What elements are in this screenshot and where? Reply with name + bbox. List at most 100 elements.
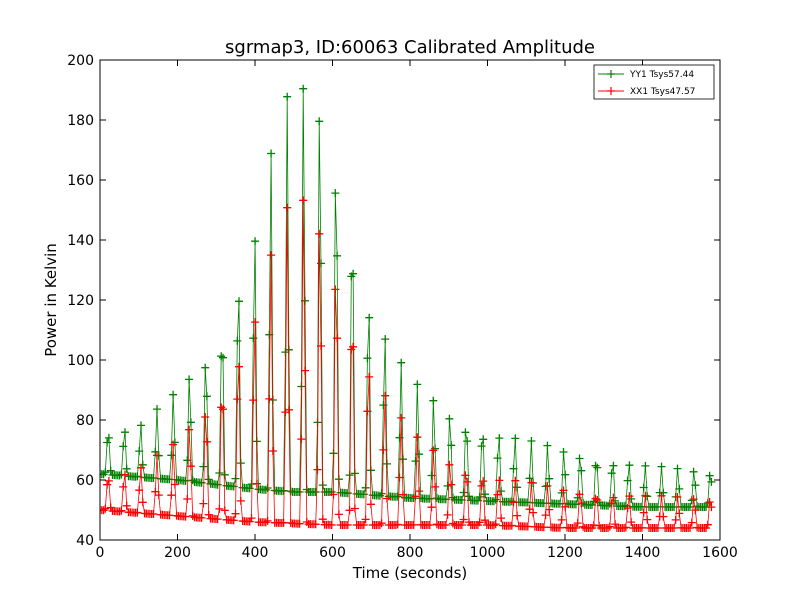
data-point [331, 189, 340, 198]
legend-marker-xx1 [607, 87, 615, 95]
data-point [115, 507, 124, 516]
data-point [295, 519, 304, 528]
data-point [509, 464, 518, 473]
data-point [317, 342, 325, 350]
data-point [103, 480, 112, 489]
data-point [183, 456, 192, 465]
data-point [249, 396, 258, 405]
data-point [579, 522, 588, 531]
data-point [527, 437, 536, 445]
plot-area [100, 84, 716, 532]
x-tick-label: 1200 [547, 545, 583, 561]
data-point [213, 515, 222, 524]
data-point [557, 515, 566, 524]
data-point [137, 463, 145, 472]
data-point [311, 488, 320, 496]
data-point [263, 484, 272, 492]
data-point [188, 511, 197, 520]
legend-label-xx1: XX1 Tsys47.57 [630, 87, 695, 97]
data-point [705, 471, 714, 480]
data-point [220, 470, 229, 479]
x-tick-label: 600 [319, 545, 346, 561]
data-point [204, 475, 213, 484]
data-point [327, 521, 336, 529]
data-point [315, 229, 324, 238]
data-point [154, 491, 163, 500]
data-point [443, 481, 452, 490]
data-point [235, 362, 243, 371]
data-point [333, 334, 342, 343]
data-point [621, 523, 630, 532]
data-point [625, 461, 634, 470]
data-point [459, 515, 468, 524]
data-point [571, 524, 580, 532]
data-point [495, 434, 504, 443]
legend-marker-yy1 [607, 70, 615, 78]
data-point [545, 474, 554, 483]
data-point [541, 511, 550, 520]
data-point [497, 487, 506, 496]
data-point [593, 496, 602, 504]
data-point [215, 469, 224, 477]
data-point [639, 483, 648, 492]
y-tick-label: 180 [67, 113, 94, 129]
data-point [284, 405, 293, 414]
data-point [703, 499, 712, 507]
data-point [197, 513, 206, 522]
data-point [279, 518, 288, 527]
data-point [604, 524, 612, 532]
data-point [591, 461, 600, 470]
data-point [489, 521, 498, 530]
data-point [381, 391, 390, 400]
data-point [219, 405, 227, 414]
data-point [411, 492, 420, 501]
y-tick-label: 100 [67, 353, 94, 369]
data-point [409, 494, 418, 503]
data-point [202, 437, 211, 446]
data-point [181, 476, 190, 485]
data-point [495, 476, 504, 485]
y-tick-label: 200 [67, 53, 94, 69]
data-point [409, 520, 418, 529]
data-point [591, 494, 600, 503]
x-tick-label: 200 [164, 545, 191, 561]
data-point [199, 499, 208, 508]
data-point [609, 493, 618, 502]
data-point [117, 506, 126, 515]
data-point [202, 392, 211, 401]
data-point [183, 495, 192, 503]
data-point [359, 521, 368, 529]
data-point [543, 481, 552, 490]
data-point [415, 487, 424, 496]
data-point [607, 469, 616, 478]
data-point [252, 479, 261, 488]
data-point [513, 511, 522, 520]
data-point [497, 514, 506, 523]
data-point [620, 502, 629, 511]
data-point [509, 498, 518, 507]
data-point [263, 516, 272, 525]
data-point [575, 490, 584, 499]
data-point [236, 496, 245, 505]
data-point [363, 407, 372, 416]
data-point [687, 496, 696, 505]
data-point [559, 486, 568, 495]
data-point [359, 490, 368, 499]
data-point [670, 524, 678, 532]
data-point [135, 447, 144, 456]
data-point [315, 117, 324, 126]
data-point [686, 524, 694, 532]
data-point [217, 352, 226, 361]
data-point [137, 421, 145, 430]
data-point [313, 465, 322, 474]
data-point [103, 438, 112, 447]
data-point [707, 503, 716, 512]
data-point [268, 396, 277, 404]
data-point [441, 521, 450, 529]
y-tick-label: 140 [67, 233, 94, 249]
data-point [236, 459, 245, 468]
data-point [523, 522, 532, 531]
data-point [457, 521, 466, 529]
data-point [279, 486, 288, 495]
data-point [525, 474, 534, 483]
